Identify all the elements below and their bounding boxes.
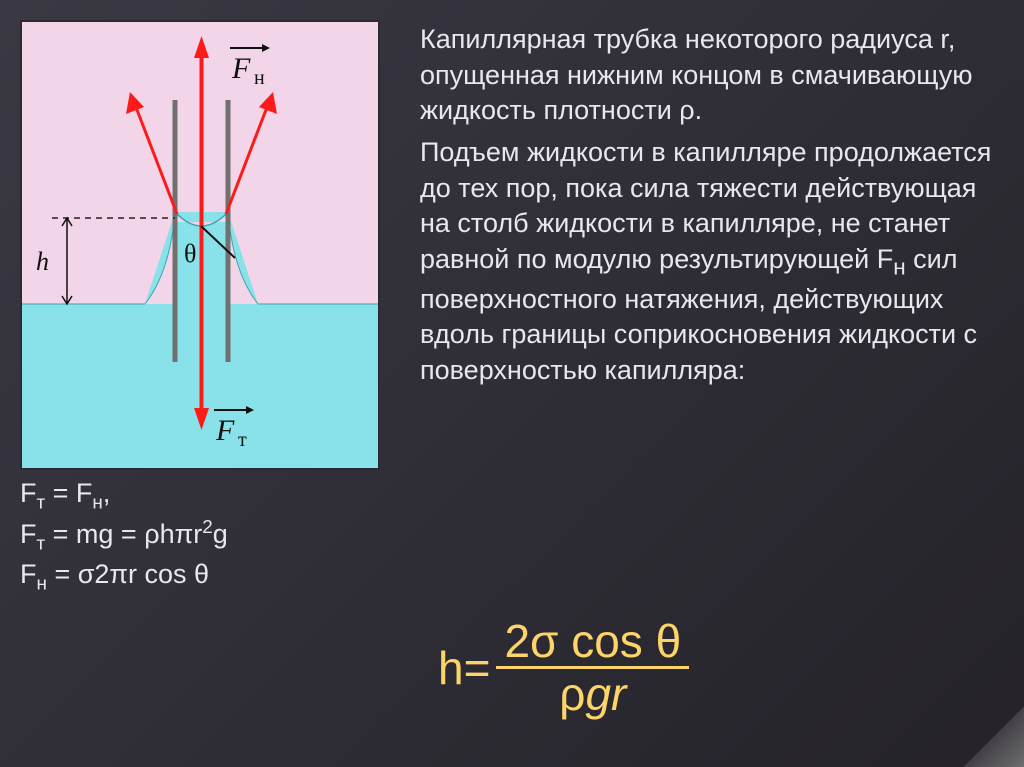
svg-text:h: h: [36, 247, 49, 276]
eq-line-2: Fт = mg = ρhπr2g: [20, 516, 360, 557]
formula-lhs: h=: [438, 645, 490, 691]
svg-text:θ: θ: [184, 239, 196, 268]
formula-numerator: 2σ cos θ: [496, 618, 689, 666]
paragraph-2: Подъем жидкости в капилляре продолжается…: [420, 135, 1000, 389]
formula-fraction: 2σ cos θ ρgr: [496, 618, 689, 717]
svg-text:F: F: [231, 52, 251, 85]
formula-denominator: ρgr: [551, 669, 634, 717]
svg-text:F: F: [215, 414, 235, 447]
slide: h θ F н F т Ка: [0, 0, 1024, 767]
diagram-svg: h θ F н F т: [22, 22, 378, 468]
paragraph-1: Капиллярная трубка некоторого радиуса r,…: [420, 22, 1000, 129]
svg-text:т: т: [238, 429, 247, 451]
equation-block: Fт = Fн, Fт = mg = ρhπr2g Fн = σ2πr cos …: [20, 476, 360, 597]
body-text: Капиллярная трубка некоторого радиуса r,…: [420, 22, 1000, 395]
eq-line-3: Fн = σ2πr cos θ: [20, 557, 360, 597]
page-curl-icon: [964, 707, 1024, 767]
jurin-formula: h= 2σ cos θ ρgr: [438, 618, 689, 717]
capillary-diagram: h θ F н F т: [20, 20, 380, 470]
svg-text:н: н: [254, 67, 265, 89]
eq-line-1: Fт = Fн,: [20, 476, 360, 516]
